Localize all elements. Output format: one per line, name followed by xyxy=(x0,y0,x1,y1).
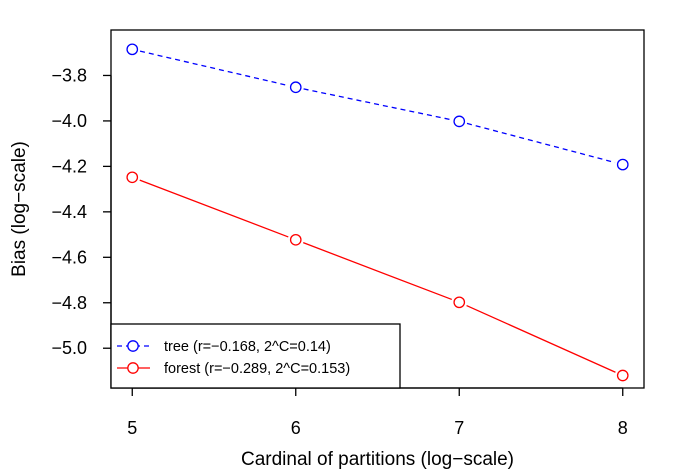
x-tick-label: 7 xyxy=(454,418,464,438)
data-point xyxy=(616,369,629,382)
data-point xyxy=(453,296,466,309)
series-segment xyxy=(139,50,289,87)
y-tick-label: −5.0 xyxy=(51,338,87,358)
x-tick-label: 8 xyxy=(618,418,628,438)
data-point xyxy=(453,115,466,128)
series-forest xyxy=(126,171,629,382)
x-tick-label: 5 xyxy=(127,418,137,438)
series-segment xyxy=(466,122,616,164)
y-tick-label: −4.0 xyxy=(51,111,87,131)
legend-forest-marker xyxy=(127,362,139,374)
y-tick-label: −3.8 xyxy=(51,65,87,85)
y-tick-label: −4.2 xyxy=(51,156,87,176)
series-segment xyxy=(466,304,616,373)
x-axis: 5 6 7 8 xyxy=(127,387,628,438)
y-axis: −5.0 −4.8 −4.6 −4.4 −4.2 −4.0 −3.8 xyxy=(51,65,112,358)
legend: tree (r=−0.168, 2^C=0.14) forest (r=−0.2… xyxy=(110,323,401,389)
series-segment xyxy=(139,179,289,238)
data-point xyxy=(616,158,629,171)
series-segment xyxy=(303,88,452,121)
y-tick-label: −4.4 xyxy=(51,202,87,222)
y-tick-label: −4.6 xyxy=(51,247,87,267)
legend-tree-label: tree (r=−0.168, 2^C=0.14) xyxy=(164,339,331,355)
y-tick-label: −4.8 xyxy=(51,293,87,313)
data-point xyxy=(126,171,139,184)
series-segment xyxy=(302,242,453,301)
series-tree xyxy=(126,43,629,171)
data-point xyxy=(126,43,139,56)
legend-tree-marker xyxy=(127,340,139,352)
x-axis-title: Cardinal of partitions (log−scale) xyxy=(241,449,514,470)
y-axis-title: Bias (log−scale) xyxy=(9,141,30,277)
legend-forest-label: forest (r=−0.289, 2^C=0.153) xyxy=(164,361,350,377)
x-tick-label: 6 xyxy=(291,418,301,438)
legend-box xyxy=(110,323,401,389)
data-point xyxy=(289,233,302,246)
data-point xyxy=(289,81,302,94)
series-layer xyxy=(126,43,629,382)
